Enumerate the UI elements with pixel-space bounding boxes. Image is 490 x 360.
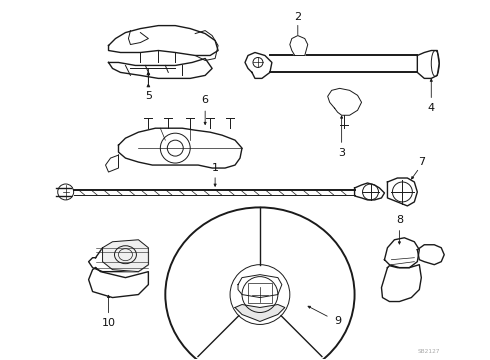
Polygon shape xyxy=(245,53,272,78)
Polygon shape xyxy=(89,245,148,272)
Polygon shape xyxy=(355,183,385,200)
Text: 5: 5 xyxy=(145,91,152,101)
Bar xyxy=(248,283,272,302)
Text: 4: 4 xyxy=(428,103,435,113)
Polygon shape xyxy=(382,265,421,302)
Text: 6: 6 xyxy=(202,95,209,105)
Polygon shape xyxy=(235,305,285,321)
Polygon shape xyxy=(417,245,444,265)
Polygon shape xyxy=(385,238,419,268)
Polygon shape xyxy=(328,88,362,115)
Polygon shape xyxy=(119,128,242,168)
Text: 8: 8 xyxy=(396,215,403,225)
Polygon shape xyxy=(195,31,218,60)
Polygon shape xyxy=(238,275,282,298)
Polygon shape xyxy=(417,50,439,78)
Text: 2: 2 xyxy=(294,12,301,22)
Text: 3: 3 xyxy=(338,148,345,158)
Text: 10: 10 xyxy=(101,319,116,328)
Polygon shape xyxy=(89,268,148,298)
Polygon shape xyxy=(108,58,212,78)
Polygon shape xyxy=(108,26,218,55)
Text: 1: 1 xyxy=(212,163,219,173)
Polygon shape xyxy=(102,240,148,272)
Text: 7: 7 xyxy=(418,157,425,167)
Text: 9: 9 xyxy=(334,316,341,327)
Polygon shape xyxy=(388,178,417,206)
Polygon shape xyxy=(290,36,308,55)
Text: SB2127: SB2127 xyxy=(418,349,441,354)
